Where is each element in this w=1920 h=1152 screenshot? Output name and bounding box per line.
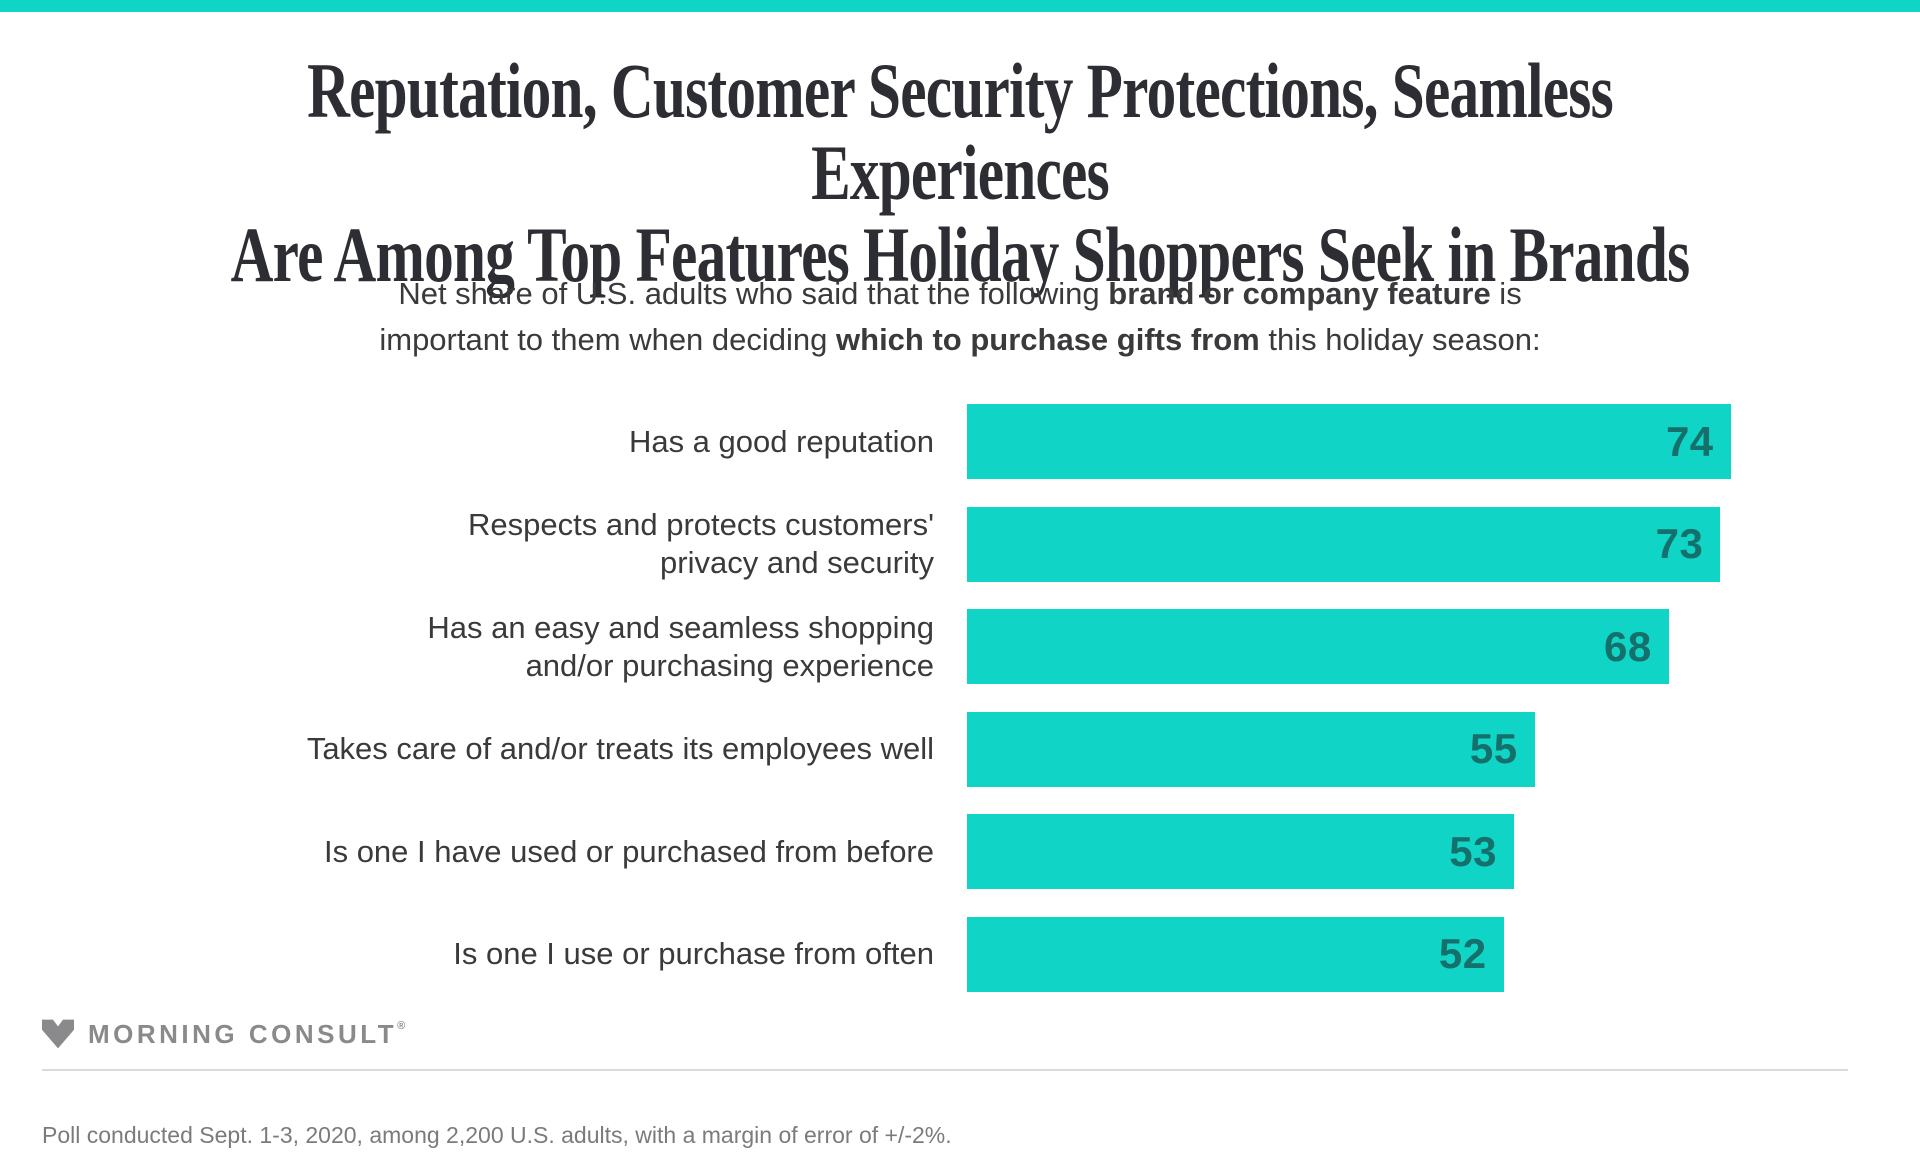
row-label: Is one I use or purchase from often xyxy=(453,936,934,971)
subtitle-segment: Net share of U.S. adults who said that t… xyxy=(398,276,1109,311)
divider xyxy=(42,1069,1848,1071)
chart-row: Is one I use or purchase from often 52 xyxy=(42,916,1878,992)
row-label: Has a good reputation xyxy=(628,423,934,459)
bar: 73 xyxy=(967,506,1721,582)
logo-wordmark: MORNING CONSULT xyxy=(88,1018,398,1049)
title-line-1: Reputation, Customer Security Protection… xyxy=(307,47,1614,216)
row-label: Is one I have used or purchased from bef… xyxy=(323,833,934,869)
row-label: Takes care of and/or treats its employee… xyxy=(306,731,934,766)
bar-value-label: 52 xyxy=(1438,930,1487,977)
bar-value-label: 55 xyxy=(1469,725,1518,772)
row-label: Respects and protects customers' privacy… xyxy=(468,507,934,580)
chart-row: Has an easy and seamless shopping and/or… xyxy=(42,609,1878,684)
subtitle-segment: is important to them when deciding xyxy=(379,276,1522,357)
bar: 53 xyxy=(967,814,1514,889)
chart-row: Respects and protects customers' privacy… xyxy=(42,506,1878,582)
row-label: Has an easy and seamless shopping and/or… xyxy=(427,609,934,683)
bar: 52 xyxy=(967,916,1504,992)
subtitle-segment: this holiday season: xyxy=(1259,322,1541,357)
chart-subtitle: Net share of U.S. adults who said that t… xyxy=(0,271,1920,363)
bar-chart: Has a good reputation 74 Respects and pr… xyxy=(42,404,1878,1019)
morning-consult-logomark-icon xyxy=(42,1019,74,1049)
poll-note: Poll conducted Sept. 1-3, 2020, among 2,… xyxy=(42,1122,952,1148)
chart-row: Is one I have used or purchased from bef… xyxy=(42,814,1878,889)
registered-mark: ® xyxy=(397,1019,406,1032)
logo-text: MORNING CONSULT® xyxy=(88,1019,405,1050)
title-line-2: Are Among Top Features Holiday Shoppers … xyxy=(230,211,1691,298)
chart-row: Takes care of and/or treats its employee… xyxy=(42,711,1878,787)
bar: 68 xyxy=(967,609,1669,684)
top-accent-bar xyxy=(0,0,1920,12)
bar-value-label: 73 xyxy=(1655,520,1704,567)
brand-logo: MORNING CONSULT® xyxy=(42,1016,405,1052)
bar: 74 xyxy=(967,404,1731,479)
bar-value-label: 68 xyxy=(1604,622,1652,670)
bar: 55 xyxy=(967,711,1535,787)
subtitle-bold-segment: which to purchase gifts from xyxy=(836,322,1260,357)
chart-row: Has a good reputation 74 xyxy=(42,404,1878,479)
chart-title: Reputation, Customer Security Protection… xyxy=(230,47,1691,298)
bar-value-label: 53 xyxy=(1449,827,1497,875)
subtitle-bold-segment: brand or company feature xyxy=(1108,276,1491,311)
bar-value-label: 74 xyxy=(1665,417,1714,465)
